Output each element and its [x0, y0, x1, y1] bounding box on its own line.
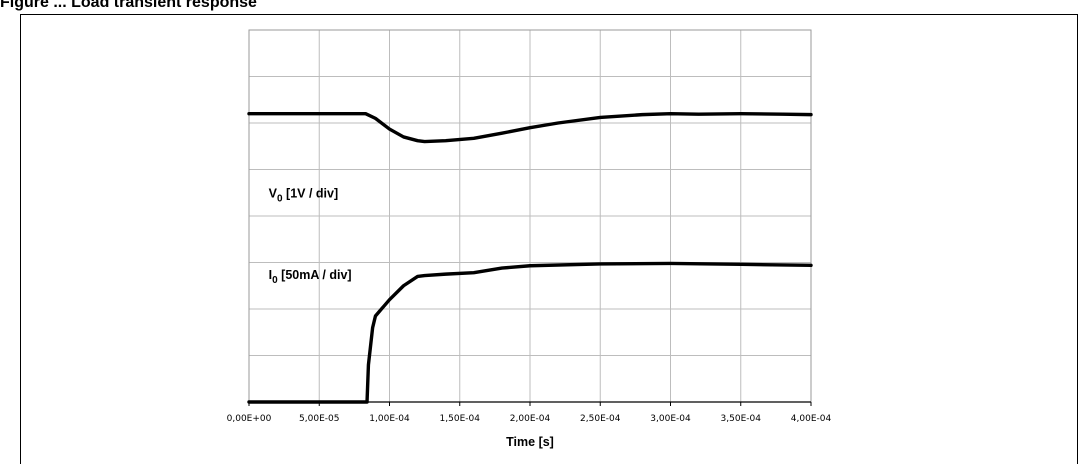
x-axis-title: Time [s]	[506, 435, 554, 449]
x-tick-labels: 0,00E+00 5,00E-05 1,00E-04 1,50E-04 2,00E-04…	[227, 414, 832, 424]
grid	[248, 29, 812, 406]
x-tick-label: 4,00E-04	[791, 414, 832, 424]
figure-frame	[20, 14, 1078, 464]
annotations: V0 [1V / div] I0 [50mA / div]	[269, 186, 352, 285]
series-annotation-1: V0 [1V / div]	[269, 186, 338, 204]
series-lines	[247, 112, 813, 404]
x-tick-label: 3,00E-04	[650, 414, 691, 424]
x-tick-label: 3,50E-04	[721, 414, 762, 424]
series-line-1	[247, 112, 813, 144]
x-tick-label: 5,00E-05	[299, 414, 339, 424]
x-tick-label: 2,00E-04	[510, 414, 551, 424]
series-line-2	[247, 261, 813, 404]
figure-caption-strip: Figure ... Load transient response	[0, 0, 1082, 14]
figure-title: Figure ... Load transient response	[0, 0, 257, 11]
x-tick-label: 0,00E+00	[227, 414, 272, 424]
x-tick-label: 1,50E-04	[440, 414, 481, 424]
x-tick-label: 2,50E-04	[580, 414, 621, 424]
series-annotation-2: I0 [50mA / div]	[269, 268, 352, 286]
x-tick-label: 1,00E-04	[369, 414, 410, 424]
